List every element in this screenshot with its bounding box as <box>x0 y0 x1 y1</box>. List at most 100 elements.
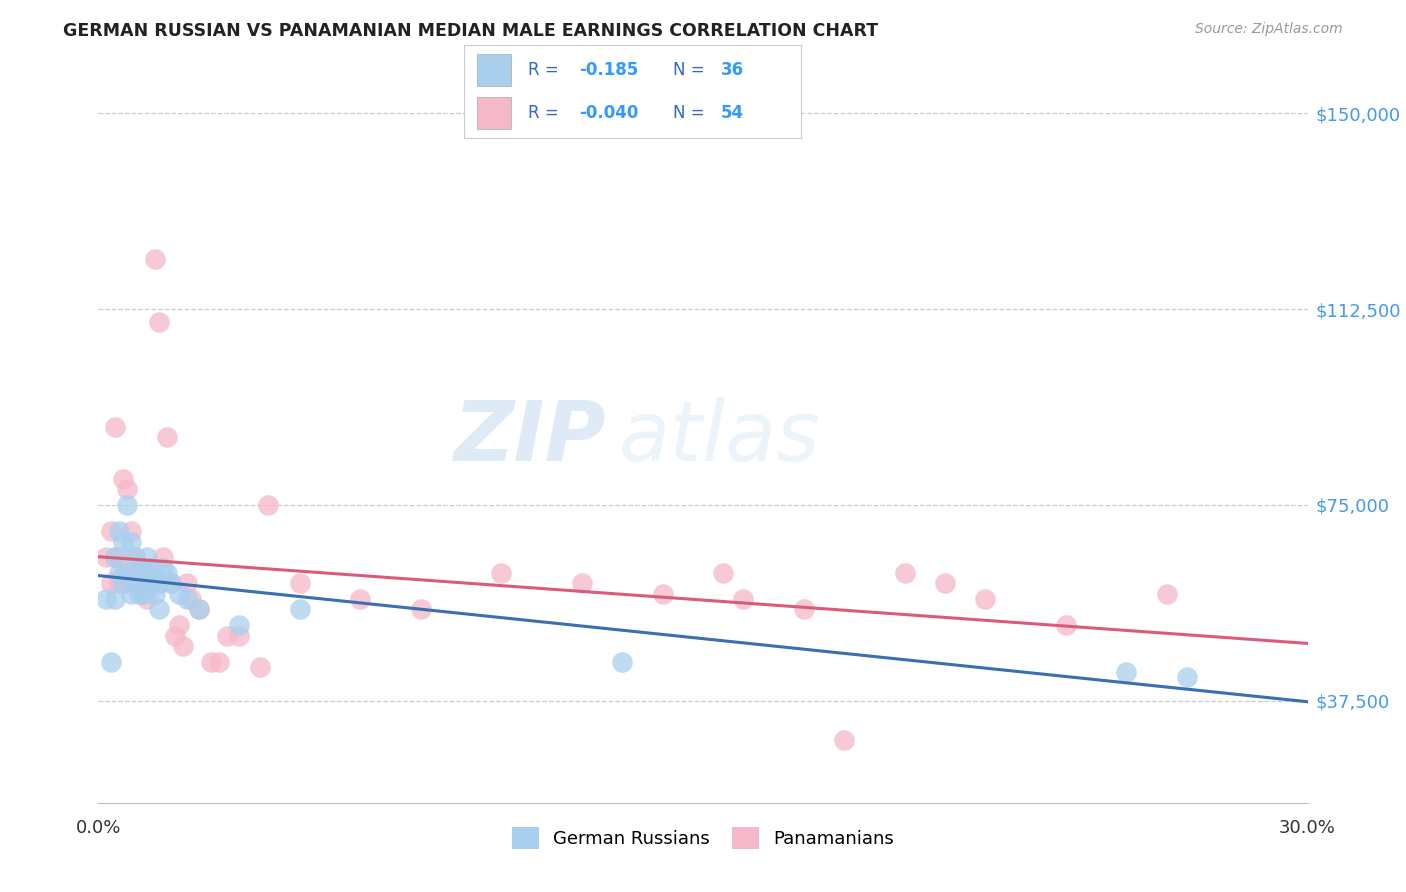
Point <box>152 550 174 565</box>
Point <box>349 592 371 607</box>
Text: GERMAN RUSSIAN VS PANAMANIAN MEDIAN MALE EARNINGS CORRELATION CHART: GERMAN RUSSIAN VS PANAMANIAN MEDIAN MALE… <box>63 22 879 40</box>
Point <box>934 576 956 591</box>
Point <box>163 629 186 643</box>
Text: -0.040: -0.040 <box>579 104 638 122</box>
Point <box>249 660 271 674</box>
Point <box>148 576 170 591</box>
Point <box>107 524 129 538</box>
Point <box>208 655 231 669</box>
Text: 36: 36 <box>720 61 744 78</box>
FancyBboxPatch shape <box>478 97 512 129</box>
Text: N =: N = <box>673 104 704 122</box>
Point <box>135 550 157 565</box>
Point <box>1156 587 1178 601</box>
Point <box>132 560 155 574</box>
Point <box>107 576 129 591</box>
Point <box>103 550 125 565</box>
Point <box>148 602 170 616</box>
Point <box>115 566 138 580</box>
Point <box>120 566 142 580</box>
Point <box>120 587 142 601</box>
Point <box>156 566 179 580</box>
Point <box>128 566 150 580</box>
Point <box>148 576 170 591</box>
Point <box>256 498 278 512</box>
Text: 54: 54 <box>720 104 744 122</box>
Point <box>160 576 183 591</box>
Legend: German Russians, Panamanians: German Russians, Panamanians <box>505 820 901 856</box>
Point <box>1115 665 1137 680</box>
Point <box>111 576 134 591</box>
FancyBboxPatch shape <box>478 54 512 86</box>
Point <box>612 655 634 669</box>
Text: -0.185: -0.185 <box>579 61 638 78</box>
Point <box>180 592 202 607</box>
Text: Source: ZipAtlas.com: Source: ZipAtlas.com <box>1195 22 1343 37</box>
Point <box>124 576 146 591</box>
Point <box>124 550 146 565</box>
Point <box>167 587 190 601</box>
Point <box>124 550 146 565</box>
Point <box>132 576 155 591</box>
Point <box>793 602 815 616</box>
Text: atlas: atlas <box>619 397 820 477</box>
Point <box>135 592 157 607</box>
Point <box>228 629 250 643</box>
Point <box>132 587 155 601</box>
Point <box>120 534 142 549</box>
Point <box>103 550 125 565</box>
Point <box>156 430 179 444</box>
Point <box>228 618 250 632</box>
Point <box>974 592 997 607</box>
Point <box>172 639 194 653</box>
Point <box>103 592 125 607</box>
Point <box>176 576 198 591</box>
Point <box>111 534 134 549</box>
Text: N =: N = <box>673 61 704 78</box>
Point <box>893 566 915 580</box>
Point <box>143 587 166 601</box>
Point <box>200 655 222 669</box>
Point <box>115 576 138 591</box>
Point <box>124 576 146 591</box>
Point <box>100 655 122 669</box>
Point <box>135 566 157 580</box>
Point <box>115 483 138 497</box>
Point <box>148 315 170 329</box>
Point <box>139 576 162 591</box>
Point <box>107 550 129 565</box>
Point <box>100 576 122 591</box>
Point <box>120 524 142 538</box>
Point <box>96 592 118 607</box>
Point <box>128 560 150 574</box>
Point <box>128 587 150 601</box>
Point <box>111 566 134 580</box>
Point <box>832 733 855 747</box>
Point <box>143 252 166 267</box>
Point <box>711 566 734 580</box>
Point <box>135 576 157 591</box>
Point <box>139 576 162 591</box>
Point <box>176 592 198 607</box>
Point <box>160 576 183 591</box>
Point <box>409 602 432 616</box>
Point <box>188 602 211 616</box>
Point <box>651 587 673 601</box>
Point <box>132 587 155 601</box>
Point <box>152 560 174 574</box>
Point <box>167 618 190 632</box>
Point <box>103 419 125 434</box>
Point <box>100 524 122 538</box>
Text: R =: R = <box>529 104 558 122</box>
Text: R =: R = <box>529 61 558 78</box>
Point <box>188 602 211 616</box>
Point <box>571 576 593 591</box>
Point <box>1175 670 1198 684</box>
Point <box>1054 618 1077 632</box>
Point <box>115 498 138 512</box>
Point <box>139 560 162 574</box>
Point <box>288 602 311 616</box>
Point <box>217 629 239 643</box>
Point <box>96 550 118 565</box>
Point <box>111 472 134 486</box>
